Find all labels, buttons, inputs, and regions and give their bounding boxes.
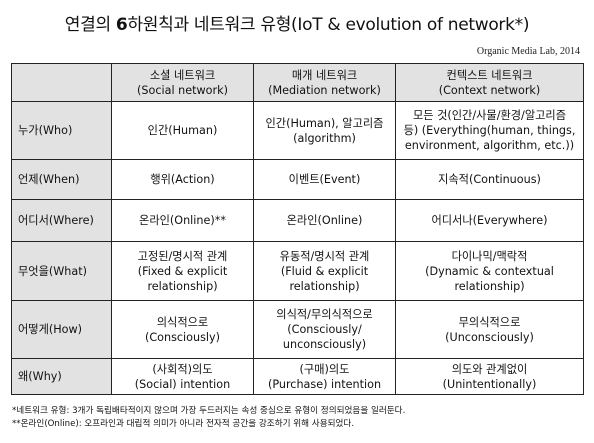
cell-line: relationship)	[454, 279, 525, 293]
cell-what-context: 다이나믹/맥락적 (Dynamic & contextual relations…	[395, 241, 584, 301]
row-label-what: 무엇을(What)	[11, 241, 112, 301]
cell-how-context: 무의식적으로 (Unconsciously)	[395, 300, 584, 359]
cell-who-mediation: 인간(Human), 알고리즘 (algorithm)	[253, 101, 396, 160]
cell-line: (Consciously)	[144, 330, 221, 344]
cell-how-mediation: 의식적/무의식적으로 (Consciously/ unconsciously)	[253, 300, 396, 359]
cell-what-social: 고정된/명시적 관계 (Fixed & explicit relationshi…	[111, 241, 254, 301]
cell-line: 온라인(Online)**	[139, 214, 226, 227]
table-row-where: 어디서(Where) 온라인(Online)** 온라인(Online) 어디서…	[11, 199, 584, 242]
cell-line: 유동적/명시적 관계	[279, 249, 370, 263]
header-mediation-network: 매개 네트워크 (Mediation network)	[253, 63, 396, 102]
footnotes: *네트워크 유형: 3개가 독립배타적이지 않으며 가장 두드러지는 속성 중심…	[12, 405, 405, 431]
cell-where-context: 어디서나(Everywhere)	[395, 199, 584, 242]
cell-where-mediation: 온라인(Online)	[253, 199, 396, 242]
cell-line: 등) (Everything(human, things,	[403, 124, 576, 137]
header-social-korean: 소셜 네트워크	[149, 68, 216, 82]
header-context-english: (Context network)	[438, 83, 541, 97]
cell-when-social: 행위(Action)	[111, 159, 254, 200]
row-label-why: 왜(Why)	[11, 358, 112, 395]
header-row: 소셜 네트워크 (Social network) 매개 네트워크 (Mediat…	[11, 63, 584, 102]
cell-line: 이벤트(Event)	[288, 173, 361, 186]
footnote-network-types: *네트워크 유형: 3개가 독립배타적이지 않으며 가장 두드러지는 속성 중심…	[12, 406, 406, 416]
cell-line: 모든 것(인간/사물/환경/알고리즘	[412, 109, 567, 122]
cell-how-social: 의식적으로 (Consciously)	[111, 300, 254, 359]
table-row-how: 어떻게(How) 의식적으로 (Consciously) 의식적/무의식적으로 …	[11, 300, 584, 359]
source-credit: Organic Media Lab, 2014	[476, 46, 580, 57]
cell-line: 인간(Human)	[147, 124, 218, 137]
cell-line: 의식적으로	[156, 315, 209, 329]
cell-why-social: (사회적)의도 (Social) intention	[111, 358, 254, 395]
cell-line: (Dynamic & contextual	[425, 264, 554, 278]
cell-line: (algorithm)	[293, 131, 356, 145]
cell-when-mediation: 이벤트(Event)	[253, 159, 396, 200]
cell-line: relationship)	[289, 279, 360, 293]
table-row-why: 왜(Why) (사회적)의도 (Social) intention (구매)의도…	[11, 358, 584, 395]
header-context-korean: 컨텍스트 네트워크	[446, 68, 533, 82]
cell-what-mediation: 유동적/명시적 관계 (Fluid & explicit relationshi…	[253, 241, 396, 301]
cell-line: 지속적(Continuous)	[438, 173, 541, 186]
cell-who-context: 모든 것(인간/사물/환경/알고리즘 등) (Everything(human,…	[395, 101, 584, 160]
cell-line: unconsciously)	[282, 338, 367, 351]
cell-line: 의도와 관계없이	[451, 362, 528, 376]
title-prefix: 연결의	[64, 15, 116, 35]
cell-line: 인간(Human), 알고리즘	[265, 116, 384, 130]
header-context-network: 컨텍스트 네트워크 (Context network)	[395, 63, 584, 102]
cell-line: 온라인(Online)	[286, 214, 363, 227]
cell-line: (Social) intention	[134, 377, 231, 391]
cell-line: 의식적/무의식적으로	[276, 308, 373, 321]
cell-line: relationship)	[147, 279, 218, 293]
cell-line: (Consciously/	[287, 323, 362, 336]
table-row-when: 언제(When) 행위(Action) 이벤트(Event) 지속적(Conti…	[11, 159, 584, 200]
header-blank-cell	[11, 63, 112, 102]
cell-line: 고정된/명시적 관계	[137, 249, 228, 263]
row-label-when: 언제(When)	[11, 159, 112, 200]
header-mediation-korean: 매개 네트워크	[291, 68, 358, 82]
footnote-online: **온라인(Online): 오프라인과 대립적 의미가 아니라 전자적 공간을…	[12, 419, 355, 429]
cell-when-context: 지속적(Continuous)	[395, 159, 584, 200]
header-social-network: 소셜 네트워크 (Social network)	[111, 63, 254, 102]
cell-line: 무의식적으로	[458, 315, 521, 329]
cell-line: 행위(Action)	[150, 173, 215, 186]
table-row-what: 무엇을(What) 고정된/명시적 관계 (Fixed & explicit r…	[11, 241, 584, 301]
network-types-table: 소셜 네트워크 (Social network) 매개 네트워크 (Mediat…	[11, 63, 584, 395]
cell-line: (사회적)의도	[152, 362, 213, 376]
cell-line: (Fixed & explicit	[137, 264, 228, 278]
cell-why-mediation: (구매)의도 (Purchase) intention	[253, 358, 396, 395]
cell-line: (구매)의도	[299, 362, 350, 376]
cell-line: 어디서나(Everywhere)	[431, 214, 548, 227]
row-label-who: 누가(Who)	[11, 101, 112, 160]
title-suffix: 하원칙과 네트워크 유형(IoT & evolution of network*…	[127, 15, 530, 35]
title-number: 6	[115, 15, 128, 35]
cell-line: 다이나믹/맥락적	[451, 249, 528, 263]
table-row-who: 누가(Who) 인간(Human) 인간(Human), 알고리즘 (algor…	[11, 101, 584, 160]
cell-line: (Unintentionally)	[442, 377, 537, 391]
cell-line: environment, algorithm, etc.))	[404, 139, 575, 152]
header-social-english: (Social network)	[137, 83, 228, 97]
row-label-where: 어디서(Where)	[11, 199, 112, 242]
header-mediation-english: (Mediation network)	[268, 83, 381, 97]
row-label-how: 어떻게(How)	[11, 300, 112, 359]
cell-why-context: 의도와 관계없이 (Unintentionally)	[395, 358, 584, 395]
cell-who-social: 인간(Human)	[111, 101, 254, 160]
cell-where-social: 온라인(Online)**	[111, 199, 254, 242]
cell-line: (Unconsciously)	[445, 330, 534, 344]
cell-line: (Fluid & explicit	[280, 264, 369, 278]
page-title: 연결의 6하원칙과 네트워크 유형(IoT & evolution of net…	[0, 10, 594, 35]
cell-line: (Purchase) intention	[267, 377, 382, 391]
